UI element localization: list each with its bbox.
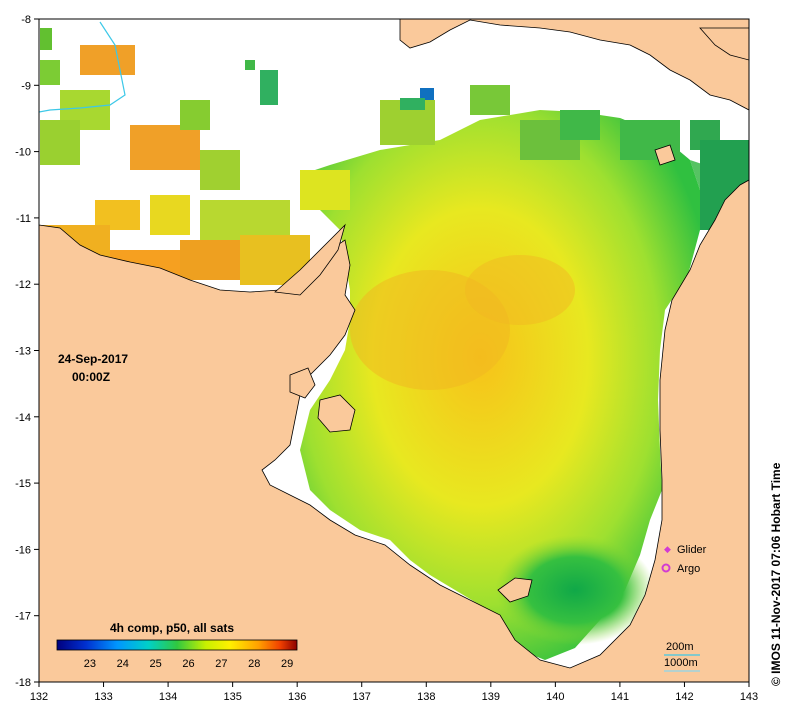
date-label: 24-Sep-2017 [58,352,128,366]
y-axis-ticks: -8 -9 -10 -11 -12 -13 -14 -15 -16 -17 -18 [15,14,39,689]
x-tick-label: 138 [417,691,435,703]
isobath-200m-label: 200m [666,641,694,653]
y-tick-label: -14 [15,412,31,424]
y-tick-label: -17 [15,611,31,623]
land-groote-eylandt [289,367,316,399]
y-tick-label: -16 [15,544,31,556]
sst-warm-core-2 [465,255,575,325]
argo-label: Argo [677,563,700,575]
y-tick-label: -9 [21,80,31,92]
x-tick-label: 132 [30,691,48,703]
legend-tick-label: 28 [248,658,260,670]
land-island-bay [317,394,356,433]
isobath-1000m-label: 1000m [664,657,698,669]
sst-field-gulf [300,110,700,660]
y-tick-label: -12 [15,279,31,291]
land-mornington [497,577,533,603]
legend-title: 4h comp, p50, all sats [110,621,234,635]
x-axis-ticks: 132 133 134 135 136 137 138 139 140 141 142 143 [30,682,758,703]
x-tick-label: 134 [159,691,177,703]
credit-text: © IMOS 11-Nov-2017 07:06 Hobart Time [769,462,783,686]
x-tick-label: 135 [223,691,241,703]
argo-icon [661,563,671,573]
x-tick-label: 139 [482,691,500,703]
isobath-200m-line [39,21,126,113]
legend-colorbar [56,639,298,651]
land-north-east [699,27,749,61]
marker-legend: ◆ Glider Argo [661,544,707,575]
sst-field-south [495,535,655,645]
time-label: 00:00Z [72,370,110,384]
isobath-legend: 200m 1000m [664,641,700,672]
x-tick-label: 143 [740,691,758,703]
legend-tick-label: 29 [281,658,293,670]
y-tick-label: -10 [15,147,31,159]
legend-tick-label: 24 [117,658,129,670]
y-tick-label: -18 [15,677,31,689]
glider-icon: ◆ [664,545,671,555]
y-tick-label: -11 [16,213,31,225]
x-tick-label: 133 [94,691,112,703]
legend-tick-label: 23 [84,658,96,670]
legend-tick-label: 26 [182,658,194,670]
x-tick-label: 141 [611,691,629,703]
x-tick-label: 142 [675,691,693,703]
legend-tick-label: 27 [215,658,227,670]
land-peninsula [274,223,346,296]
land-north [399,19,749,111]
x-tick-label: 136 [288,691,306,703]
x-tick-label: 137 [353,691,371,703]
y-tick-label: -13 [15,346,31,358]
legend-tick-label: 25 [150,658,162,670]
glider-label: Glider [677,544,707,556]
land-island-ne [654,144,676,166]
y-tick-label: -8 [21,14,31,26]
y-tick-label: -15 [15,478,31,490]
x-tick-label: 140 [546,691,564,703]
legend-ticks: 23 24 25 26 27 28 29 [84,658,294,670]
color-legend: 4h comp, p50, all sats 23 24 25 26 27 28 29 [56,621,298,670]
